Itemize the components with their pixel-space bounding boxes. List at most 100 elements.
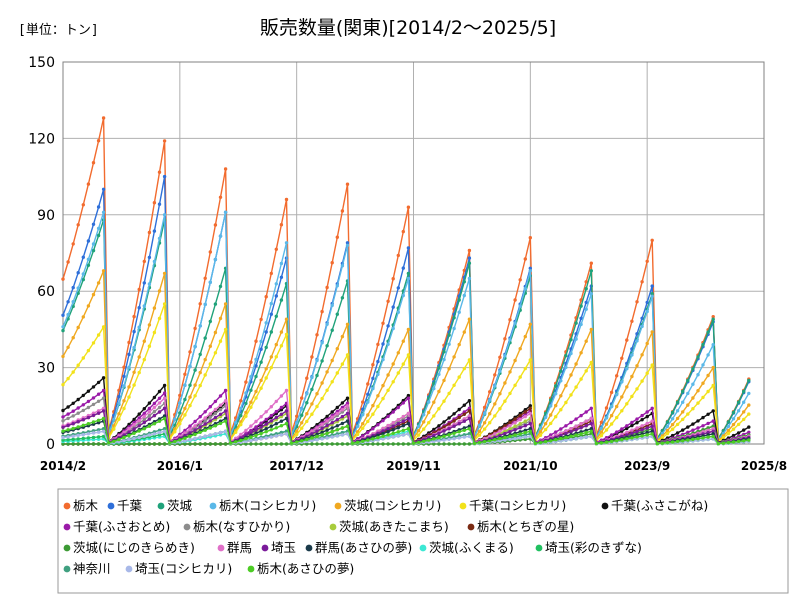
data-point <box>91 420 96 424</box>
data-point <box>371 363 375 367</box>
data-point <box>437 439 441 443</box>
data-point <box>371 437 375 441</box>
data-point <box>157 430 162 435</box>
data-point <box>391 305 395 309</box>
data-point <box>274 442 278 446</box>
data-point <box>742 400 746 404</box>
data-point <box>101 429 106 433</box>
data-point <box>142 414 146 419</box>
data-point <box>574 437 578 441</box>
data-point <box>330 421 334 425</box>
data-point <box>569 338 573 342</box>
data-point <box>747 412 751 416</box>
data-point <box>122 384 126 388</box>
data-point <box>660 441 665 445</box>
data-point <box>457 342 461 347</box>
legend-marker <box>459 502 467 510</box>
data-point <box>615 438 619 443</box>
data-point <box>442 378 446 383</box>
data-point <box>736 422 741 427</box>
data-point <box>391 362 395 366</box>
legend-item: 神奈川 <box>63 561 111 576</box>
data-point <box>132 427 136 431</box>
data-point <box>76 437 80 441</box>
data-point <box>711 432 715 436</box>
data-point <box>305 442 309 446</box>
data-point <box>625 430 629 434</box>
data-point <box>701 342 705 347</box>
data-point <box>162 391 167 395</box>
data-point <box>386 299 390 303</box>
data-point <box>589 406 593 410</box>
data-point <box>213 399 218 404</box>
data-point <box>579 436 583 440</box>
data-point <box>432 442 436 446</box>
data-point <box>66 435 70 439</box>
data-point <box>447 427 451 431</box>
data-point <box>665 431 670 436</box>
data-point <box>91 413 96 418</box>
data-point <box>96 205 101 209</box>
data-point <box>437 424 441 428</box>
data-point <box>742 428 746 432</box>
data-point <box>264 410 268 414</box>
data-point <box>183 413 187 417</box>
data-point <box>584 287 588 291</box>
data-point <box>701 395 705 400</box>
data-point <box>259 425 263 429</box>
data-point <box>523 435 527 439</box>
data-point <box>726 440 731 445</box>
data-point <box>269 442 273 446</box>
data-point <box>310 436 314 440</box>
data-point <box>376 372 380 377</box>
data-point <box>432 439 436 444</box>
data-point <box>371 412 375 416</box>
data-point <box>81 418 86 422</box>
data-point <box>625 402 629 406</box>
data-point <box>81 356 86 360</box>
data-point <box>635 417 639 421</box>
data-point <box>498 392 502 396</box>
y-axis-ticks: 0 30 60 90 120 150 <box>28 55 55 453</box>
data-point <box>81 423 86 427</box>
data-point <box>452 424 456 428</box>
data-point <box>340 442 345 446</box>
data-point <box>310 402 314 406</box>
data-point <box>630 436 634 440</box>
data-point <box>675 400 680 404</box>
data-point <box>726 420 731 424</box>
data-point <box>523 287 527 291</box>
data-point <box>76 286 80 290</box>
data-point <box>401 428 405 432</box>
data-point <box>320 396 324 401</box>
data-point <box>340 209 345 213</box>
data-point <box>457 422 461 426</box>
data-point <box>203 434 207 438</box>
data-point <box>574 417 578 421</box>
data-point <box>696 437 700 441</box>
legend-label: 茨城(ふくまる) <box>429 540 514 555</box>
data-point <box>579 322 583 327</box>
data-point <box>508 420 512 425</box>
data-point <box>386 436 390 440</box>
data-point <box>574 428 578 432</box>
data-point <box>320 341 324 345</box>
data-point <box>665 440 670 445</box>
data-point <box>122 374 126 378</box>
data-point <box>645 309 649 314</box>
data-point <box>254 433 258 438</box>
data-point <box>259 429 263 433</box>
data-point <box>132 423 136 427</box>
data-point <box>742 389 746 394</box>
data-point <box>452 383 456 387</box>
data-point <box>457 310 461 314</box>
data-point <box>488 390 492 394</box>
data-point <box>71 401 75 405</box>
data-point <box>681 389 685 394</box>
data-point <box>406 205 411 209</box>
data-point <box>66 412 70 416</box>
data-point <box>101 427 106 431</box>
data-point <box>112 417 116 422</box>
data-point <box>747 438 751 442</box>
data-point <box>193 419 197 424</box>
